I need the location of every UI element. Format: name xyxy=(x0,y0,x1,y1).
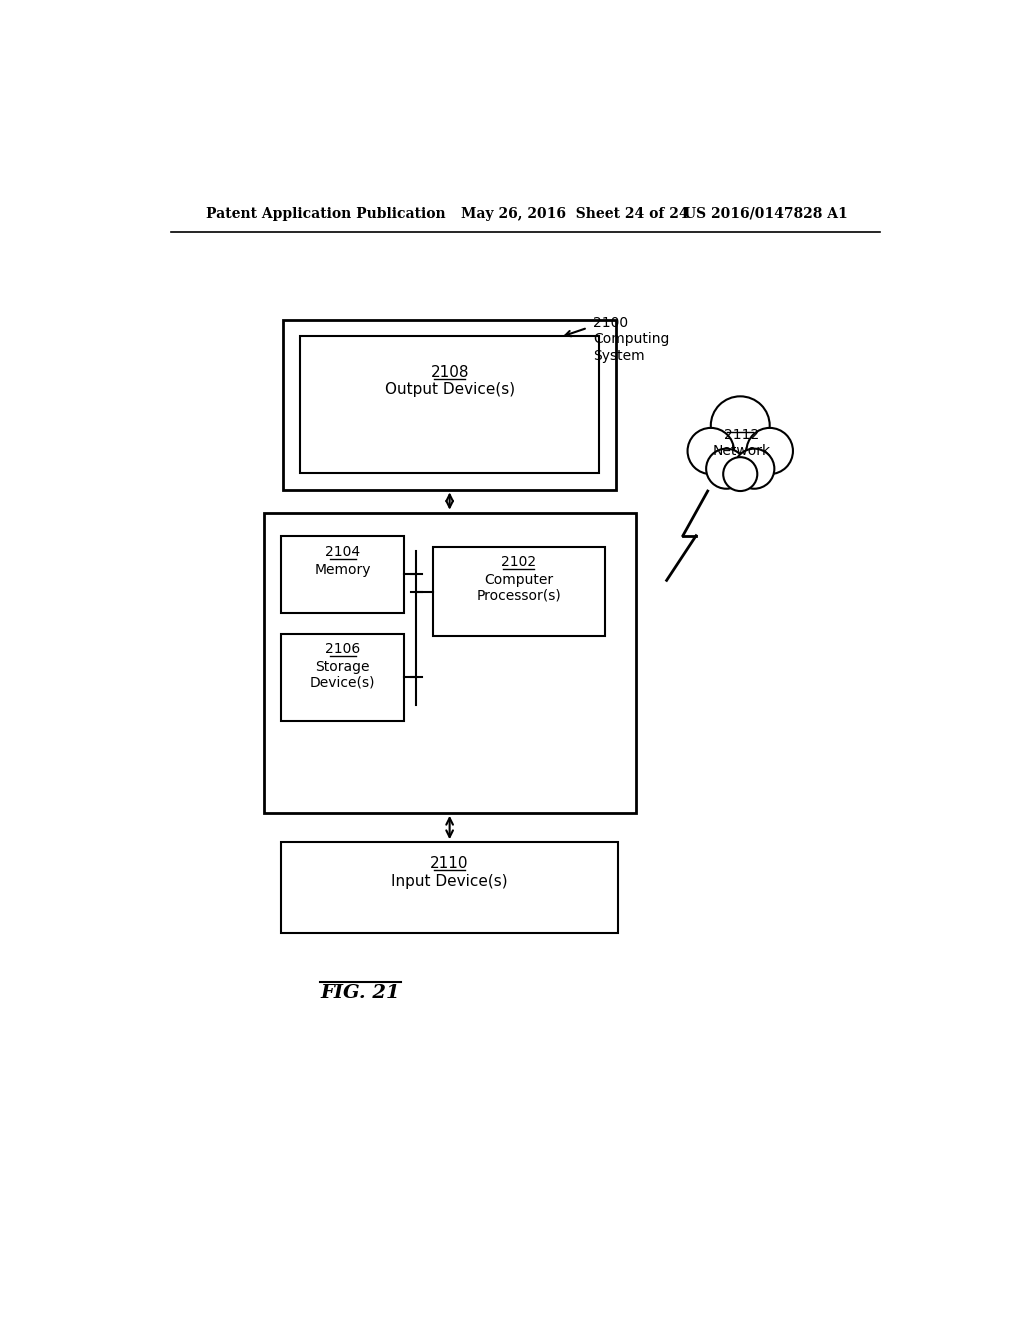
Circle shape xyxy=(734,449,774,488)
Text: Patent Application Publication: Patent Application Publication xyxy=(206,207,445,220)
Text: 2108: 2108 xyxy=(430,364,469,380)
FancyBboxPatch shape xyxy=(432,548,604,636)
FancyBboxPatch shape xyxy=(263,512,636,813)
Circle shape xyxy=(687,428,734,474)
Text: 2102: 2102 xyxy=(501,554,537,569)
Circle shape xyxy=(711,396,770,455)
Text: 2104: 2104 xyxy=(325,545,360,558)
Circle shape xyxy=(746,428,793,474)
Circle shape xyxy=(723,457,758,491)
FancyBboxPatch shape xyxy=(283,321,616,490)
Text: Output Device(s): Output Device(s) xyxy=(385,381,515,397)
Text: Memory: Memory xyxy=(314,562,371,577)
Circle shape xyxy=(707,449,746,488)
Text: FIG. 21: FIG. 21 xyxy=(321,983,400,1002)
FancyBboxPatch shape xyxy=(282,536,403,612)
FancyBboxPatch shape xyxy=(282,635,403,721)
FancyBboxPatch shape xyxy=(281,842,617,933)
Text: 2100
Computing
System: 2100 Computing System xyxy=(593,317,670,363)
Text: 2112
Network: 2112 Network xyxy=(713,428,771,458)
Text: US 2016/0147828 A1: US 2016/0147828 A1 xyxy=(684,207,848,220)
Text: Input Device(s): Input Device(s) xyxy=(391,874,508,888)
Text: 2106: 2106 xyxy=(325,642,360,656)
FancyBboxPatch shape xyxy=(300,335,599,473)
Text: Storage
Device(s): Storage Device(s) xyxy=(310,660,376,690)
Text: 2110: 2110 xyxy=(430,855,469,871)
Text: Computer
Processor(s): Computer Processor(s) xyxy=(476,573,561,603)
Text: May 26, 2016  Sheet 24 of 24: May 26, 2016 Sheet 24 of 24 xyxy=(461,207,689,220)
